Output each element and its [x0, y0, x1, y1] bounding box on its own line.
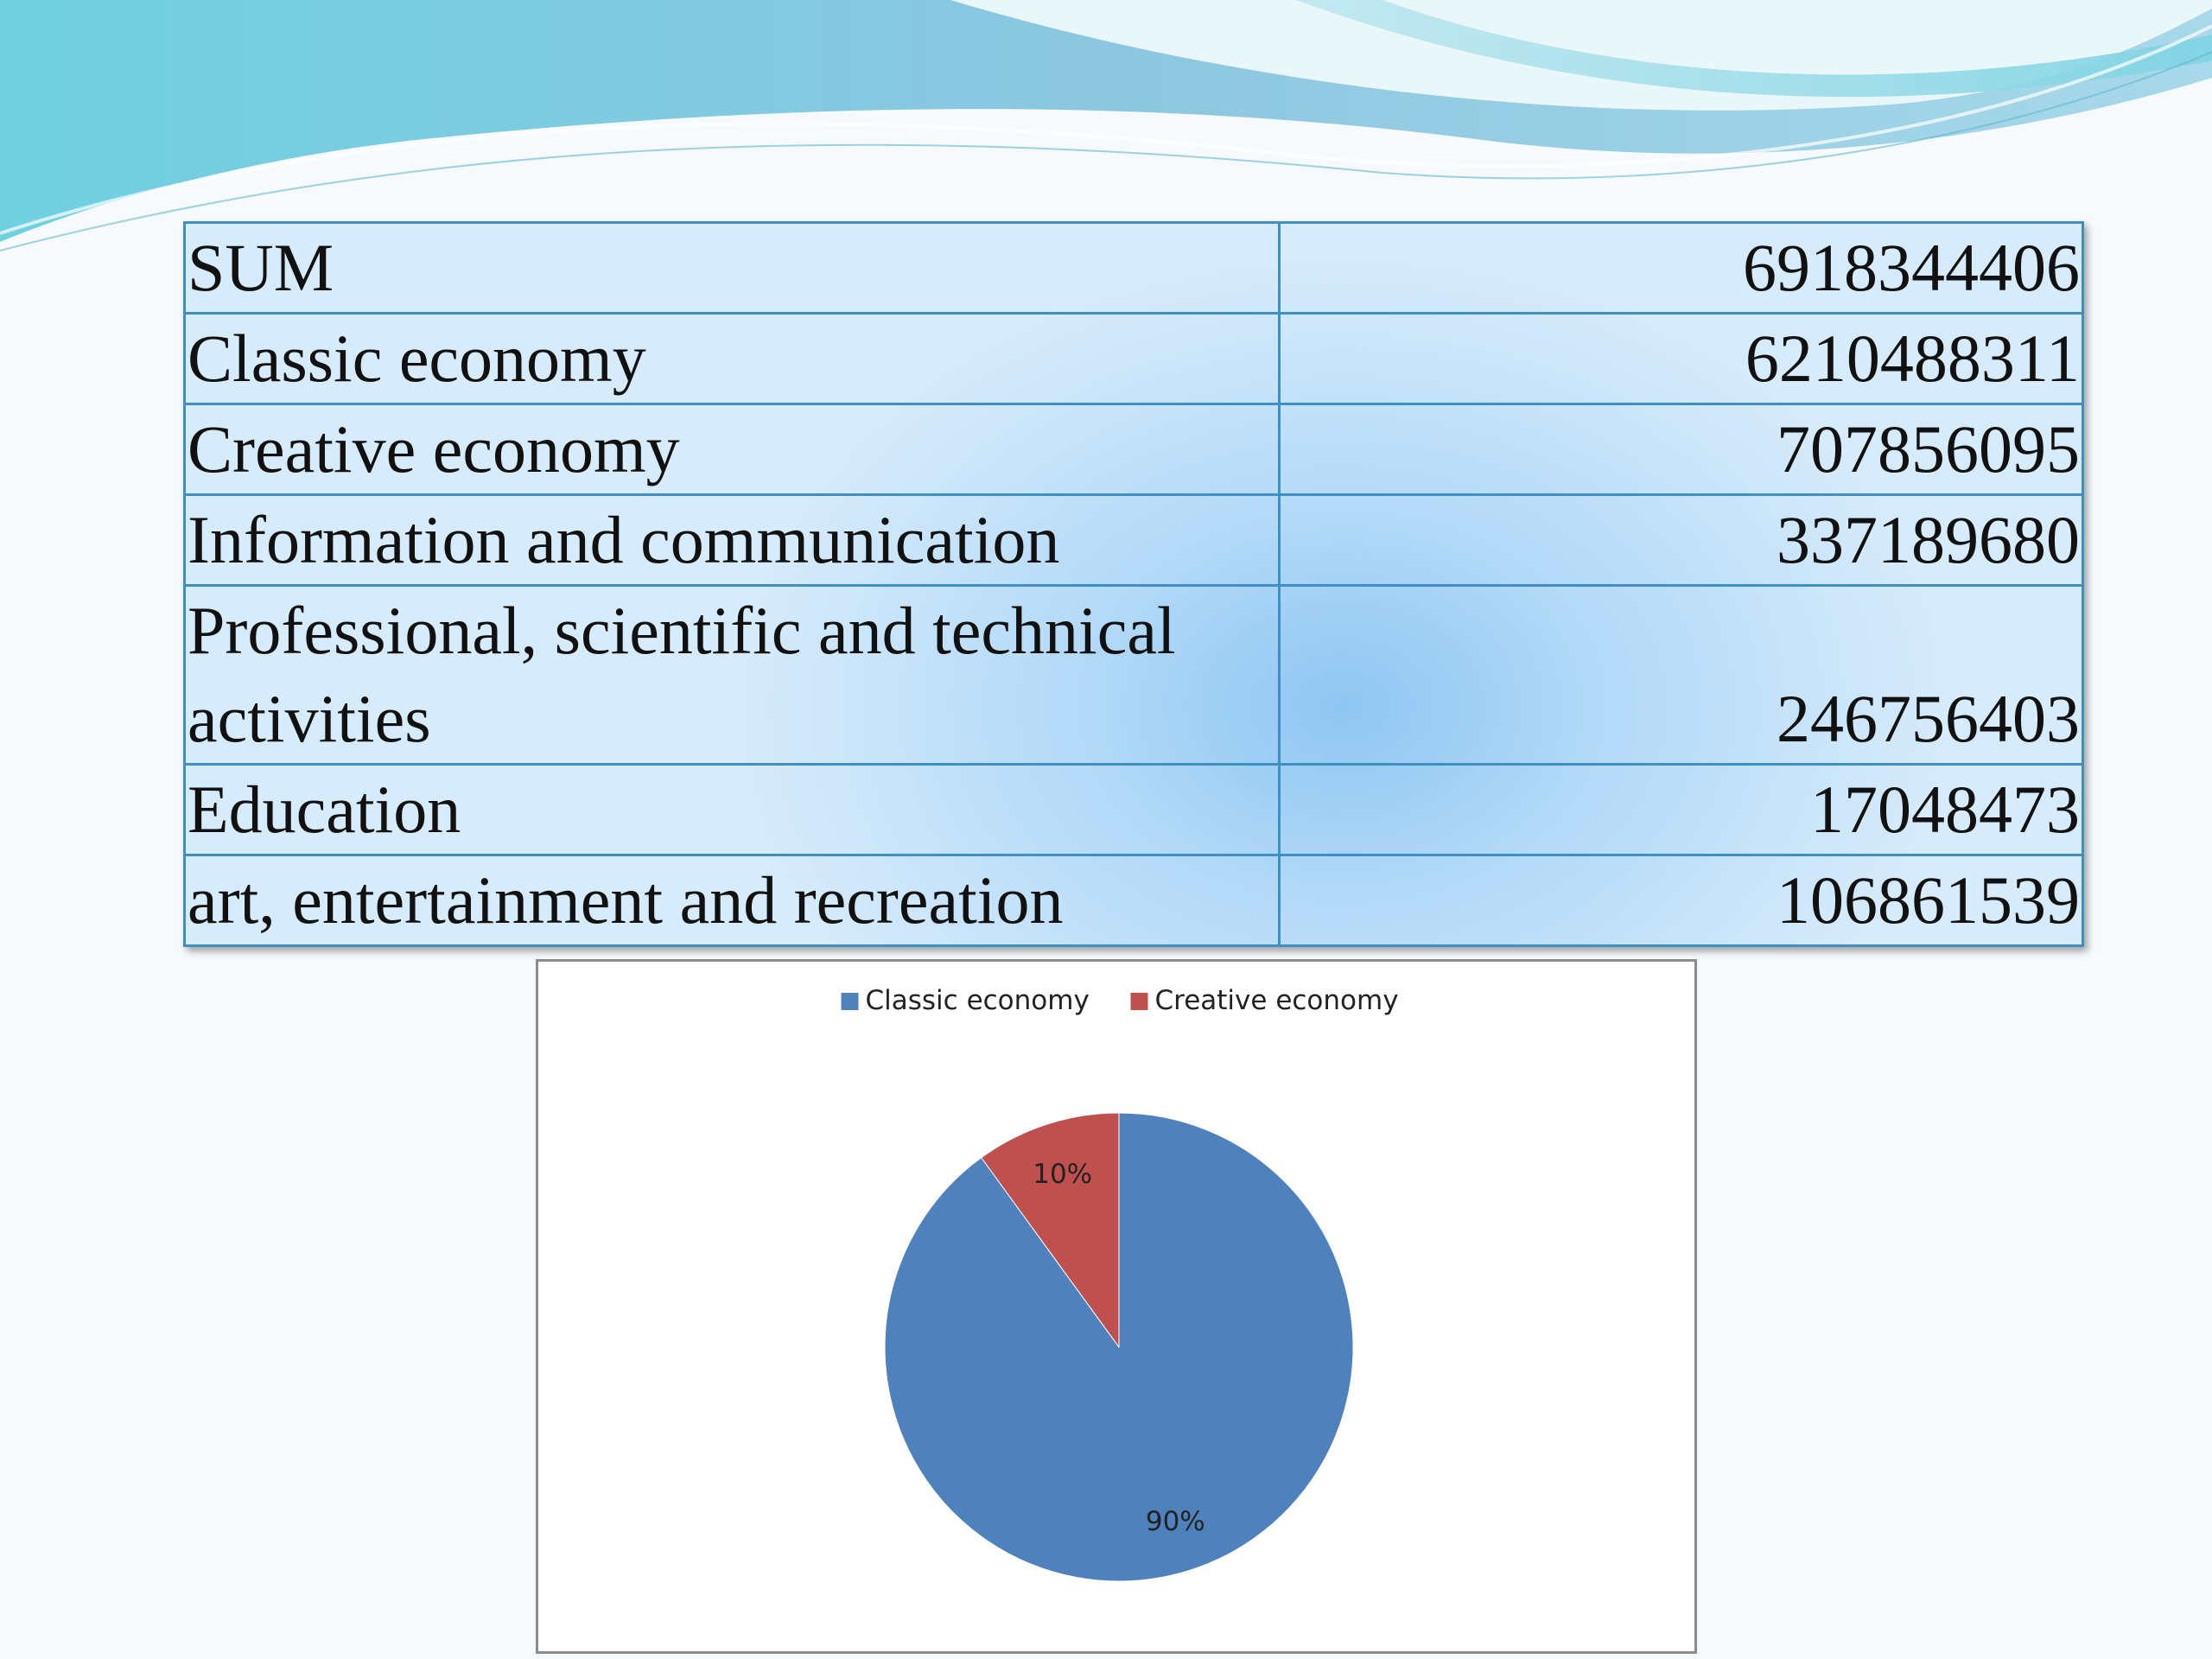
row-value: 337189680: [1278, 493, 2084, 587]
legend-entry: Creative economy: [1155, 985, 1399, 1016]
decorative-wave-banner: [0, 0, 2212, 251]
table-row: SUM 6918344406: [183, 221, 2084, 315]
pie-chart-panel: Classic economy Creative economy 90% 10%: [536, 959, 1697, 1654]
row-value: 707856095: [1278, 403, 2084, 496]
pie-slice: [981, 1112, 1120, 1349]
economy-data-table: SUM 6918344406 Classic economy 621048831…: [183, 221, 2084, 947]
pie-chart: Classic economy Creative economy 90% 10%: [841, 985, 1399, 1582]
slice-data-label: 10%: [1033, 1159, 1092, 1190]
row-label: Professional, scientific and technical a…: [183, 584, 1281, 766]
legend-swatch: [841, 993, 859, 1010]
row-label: art, entertainment and recreation: [183, 854, 1281, 947]
table-row: Education 17048473: [183, 763, 2084, 856]
table-row: art, entertainment and recreation 106861…: [183, 854, 2084, 947]
table-row: Creative economy 707856095: [183, 403, 2084, 496]
row-value: 246756403: [1278, 584, 2084, 766]
legend-swatch: [1130, 993, 1148, 1010]
row-label: SUM: [183, 221, 1281, 315]
table-row: Classic economy 6210488311: [183, 312, 2084, 405]
row-label: Information and communication: [183, 493, 1281, 587]
legend-entry: Classic economy: [866, 985, 1090, 1016]
row-label: Classic economy: [183, 312, 1281, 405]
table-row: Information and communication 337189680: [183, 493, 2084, 587]
row-value: 6918344406: [1278, 221, 2084, 315]
row-value: 17048473: [1278, 763, 2084, 856]
row-label: Creative economy: [183, 403, 1281, 496]
row-value: 6210488311: [1278, 312, 2084, 405]
slice-data-label: 90%: [1146, 1506, 1205, 1537]
table-row: Professional, scientific and technical a…: [183, 584, 2084, 766]
row-value: 106861539: [1278, 854, 2084, 947]
row-label: Education: [183, 763, 1281, 856]
